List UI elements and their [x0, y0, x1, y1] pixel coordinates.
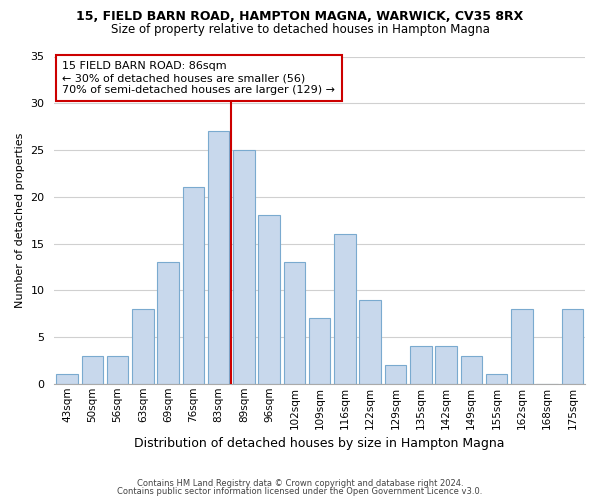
Bar [284, 262, 305, 384]
Text: Size of property relative to detached houses in Hampton Magna: Size of property relative to detached ho… [110, 22, 490, 36]
Bar [309, 318, 331, 384]
Bar [182, 188, 204, 384]
Bar [157, 262, 179, 384]
Bar [334, 234, 356, 384]
Text: 15 FIELD BARN ROAD: 86sqm
← 30% of detached houses are smaller (56)
70% of semi-: 15 FIELD BARN ROAD: 86sqm ← 30% of detac… [62, 62, 335, 94]
Bar [82, 356, 103, 384]
Bar [107, 356, 128, 384]
Bar [233, 150, 254, 384]
Bar [562, 309, 583, 384]
Bar [511, 309, 533, 384]
Bar [461, 356, 482, 384]
Text: Contains HM Land Registry data © Crown copyright and database right 2024.: Contains HM Land Registry data © Crown c… [137, 478, 463, 488]
X-axis label: Distribution of detached houses by size in Hampton Magna: Distribution of detached houses by size … [134, 437, 505, 450]
Bar [435, 346, 457, 384]
Bar [132, 309, 154, 384]
Bar [410, 346, 431, 384]
Text: 15, FIELD BARN ROAD, HAMPTON MAGNA, WARWICK, CV35 8RX: 15, FIELD BARN ROAD, HAMPTON MAGNA, WARW… [76, 10, 524, 23]
Bar [259, 216, 280, 384]
Bar [385, 365, 406, 384]
Bar [208, 132, 229, 384]
Text: Contains public sector information licensed under the Open Government Licence v3: Contains public sector information licen… [118, 487, 482, 496]
Bar [56, 374, 78, 384]
Bar [486, 374, 508, 384]
Bar [359, 300, 381, 384]
Y-axis label: Number of detached properties: Number of detached properties [15, 132, 25, 308]
